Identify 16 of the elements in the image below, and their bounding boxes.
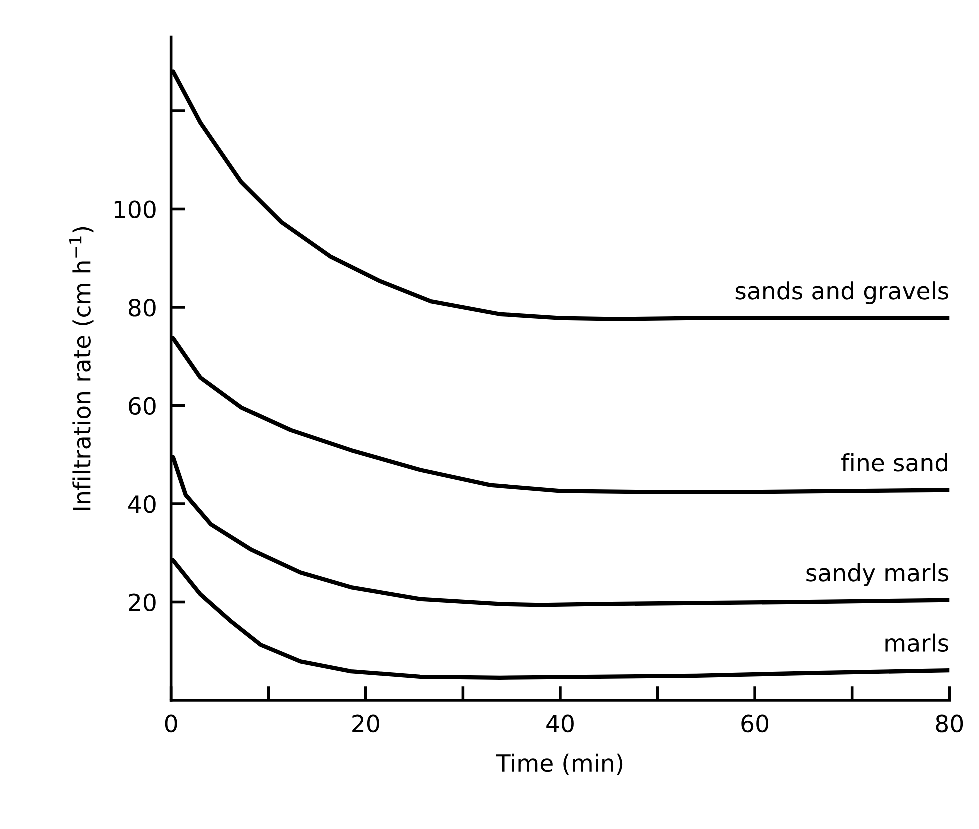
y-tick-label: 20: [129, 594, 156, 612]
y-tick-label: 80: [128, 298, 156, 317]
x-tick-label: 20: [352, 714, 380, 733]
series-label: fine sand: [842, 454, 948, 472]
x-tick-label: 60: [742, 714, 769, 733]
y-axis-title: Infiltration rate (cm h$^{−1}$): [70, 227, 94, 510]
x-tick-label: 0: [165, 714, 178, 733]
x-axis-title: Time (min): [496, 754, 623, 775]
series-label: marls: [886, 634, 948, 652]
y-tick-label: 60: [129, 397, 156, 416]
y-tick-label: 100: [114, 200, 156, 219]
x-tick-label: 40: [546, 714, 574, 733]
x-tick-label: 80: [936, 714, 964, 733]
series-label: sands and gravels: [736, 282, 948, 304]
series-label: sandy marls: [806, 564, 948, 586]
y-tick-label: 40: [128, 495, 156, 514]
